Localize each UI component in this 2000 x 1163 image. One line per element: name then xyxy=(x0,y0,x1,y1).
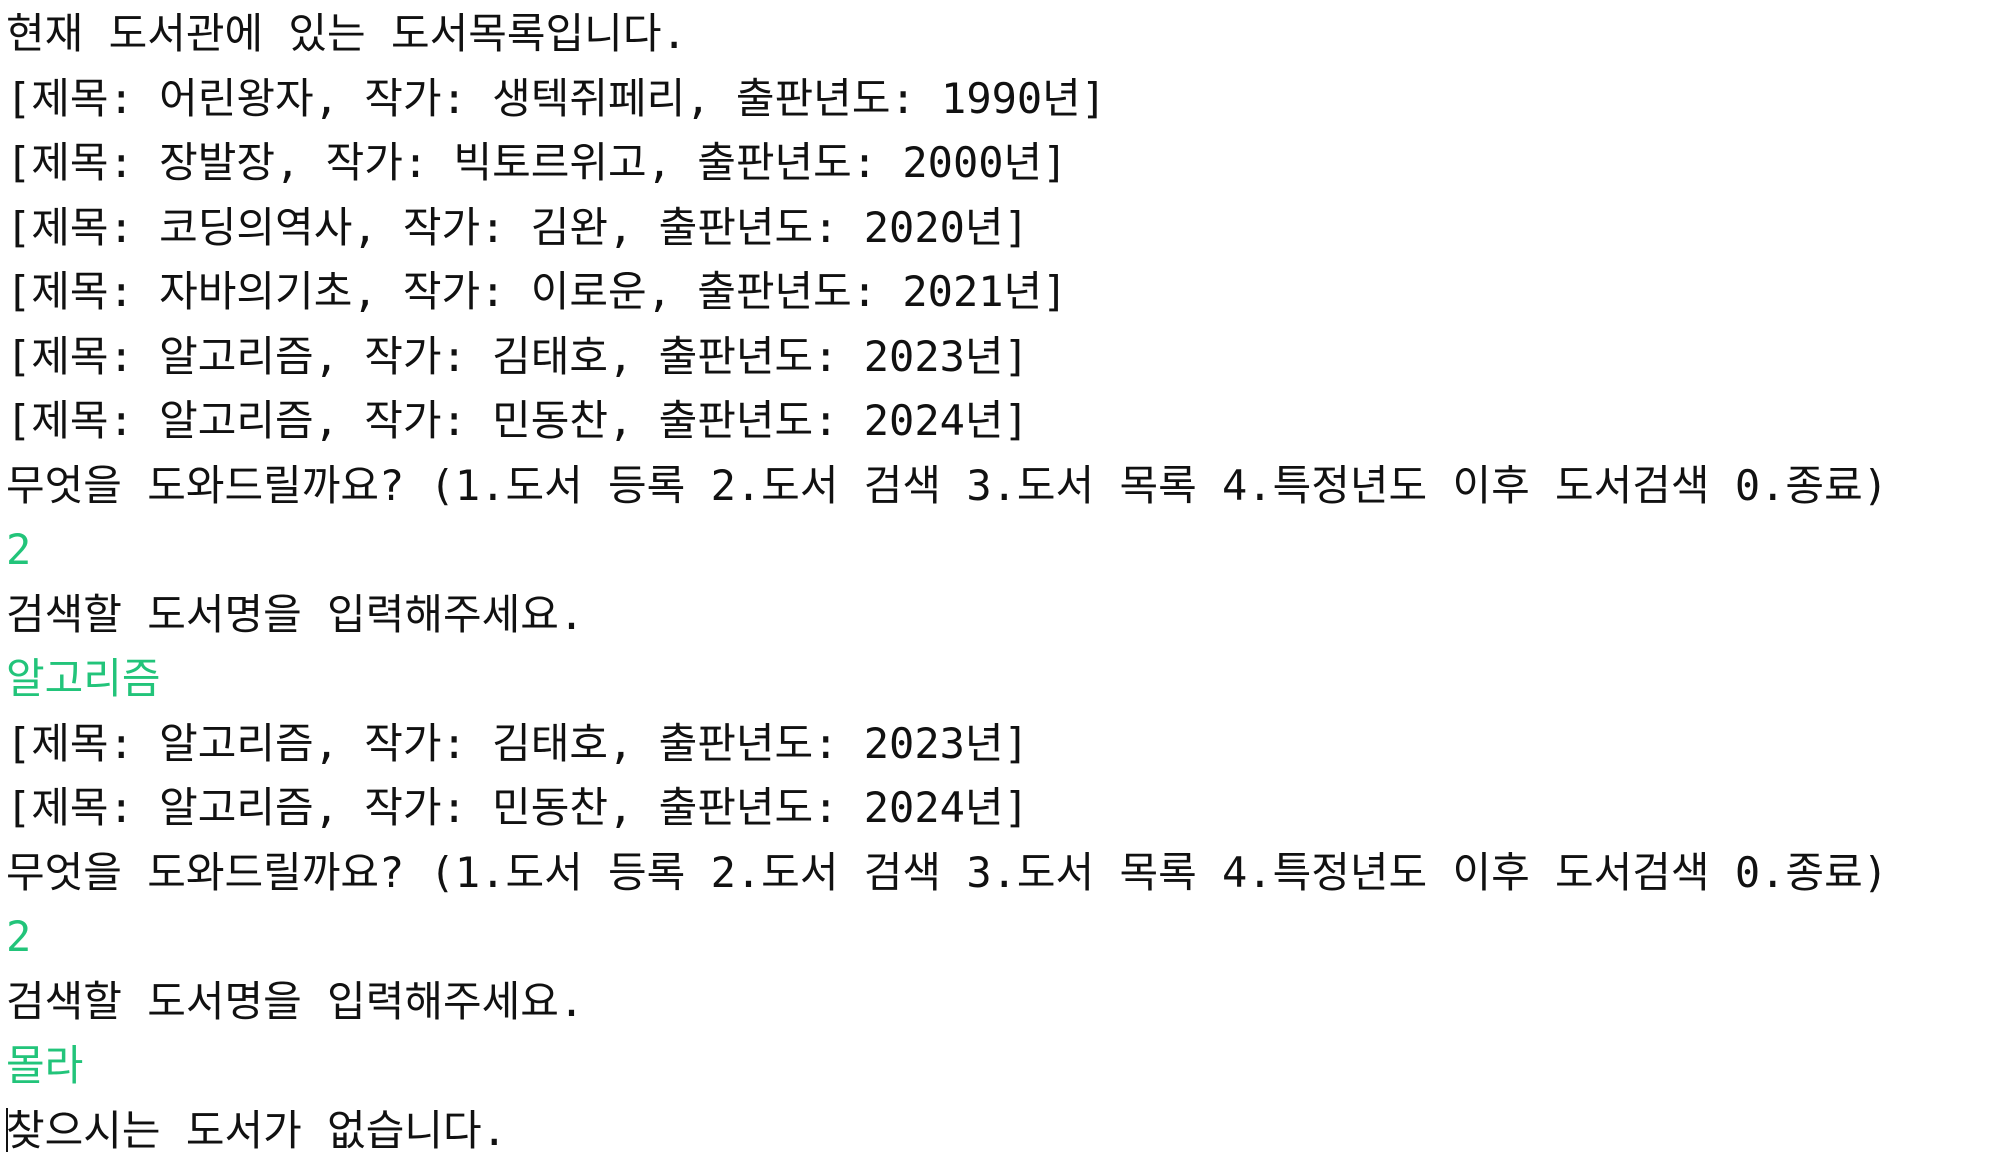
user-input-line: 몰라 xyxy=(6,1034,2000,1099)
search-prompt: 검색할 도서명을 입력해주세요. xyxy=(6,583,2000,648)
user-input-line: 알고리즘 xyxy=(6,647,2000,712)
book-list-row: [제목: 어린왕자, 작가: 생텍쥐페리, 출판년도: 1990년] xyxy=(6,67,2000,132)
menu-prompt: 무엇을 도와드릴까요? (1.도서 등록 2.도서 검색 3.도서 목록 4.특… xyxy=(6,841,2000,906)
search-result-row: [제목: 알고리즘, 작가: 김태호, 출판년도: 2023년] xyxy=(6,712,2000,777)
console-last-line[interactable]: 찾으시는 도서가 없습니다. xyxy=(6,1099,2000,1163)
book-list-row: [제목: 장발장, 작가: 빅토르위고, 출판년도: 2000년] xyxy=(6,131,2000,196)
user-input-line: 2 xyxy=(6,518,2000,583)
menu-prompt: 무엇을 도와드릴까요? (1.도서 등록 2.도서 검색 3.도서 목록 4.특… xyxy=(6,454,2000,519)
book-list-row: [제목: 알고리즘, 작가: 김태호, 출판년도: 2023년] xyxy=(6,325,2000,390)
text-cursor xyxy=(6,1108,8,1152)
search-prompt: 검색할 도서명을 입력해주세요. xyxy=(6,970,2000,1035)
not-found-message: 찾으시는 도서가 없습니다. xyxy=(6,1106,507,1155)
user-input-line: 2 xyxy=(6,905,2000,970)
book-list-row: [제목: 자바의기초, 작가: 이로운, 출판년도: 2021년] xyxy=(6,260,2000,325)
console-line: 현재 도서관에 있는 도서목록입니다. xyxy=(6,2,2000,67)
book-list-row: [제목: 알고리즘, 작가: 민동찬, 출판년도: 2024년] xyxy=(6,389,2000,454)
book-list-row: [제목: 코딩의역사, 작가: 김완, 출판년도: 2020년] xyxy=(6,196,2000,261)
search-result-row: [제목: 알고리즘, 작가: 민동찬, 출판년도: 2024년] xyxy=(6,776,2000,841)
